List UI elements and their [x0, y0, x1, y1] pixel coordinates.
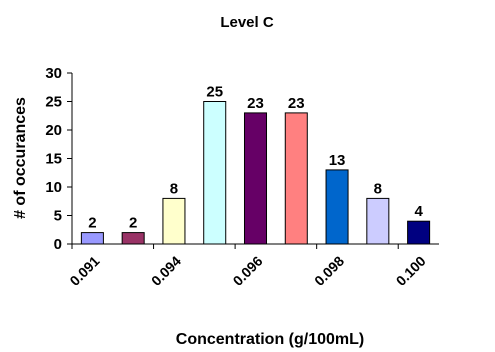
- bar: [366, 197, 390, 245]
- bar: [80, 232, 104, 245]
- chart-title: Level C: [220, 14, 274, 31]
- y-tick-label: 20: [45, 122, 62, 139]
- data-label: 2: [129, 215, 137, 232]
- bar: [162, 197, 186, 245]
- plot-area: 0 5 10 15 20 25 30 2 2 8 25 23 23 13 8 4 0.091 0.094 0.096…: [45, 65, 439, 289]
- data-label: 23: [247, 95, 264, 112]
- y-tick-label: 25: [45, 94, 62, 111]
- bar: [121, 232, 145, 245]
- data-label: 13: [329, 152, 346, 169]
- data-label: 4: [414, 203, 423, 220]
- y-tick-label: 0: [54, 236, 62, 253]
- x-tick-label: 0.096: [230, 253, 266, 289]
- data-label: 2: [88, 215, 96, 232]
- y-tick-label: 10: [45, 179, 62, 196]
- x-tick-label: 0.098: [311, 253, 347, 289]
- x-tick-label: 0.091: [66, 253, 102, 289]
- bar: [203, 101, 227, 245]
- data-label: 8: [170, 180, 178, 197]
- data-label: 8: [374, 180, 382, 197]
- data-label: 25: [206, 84, 223, 101]
- bar: [325, 169, 349, 245]
- bar: [284, 112, 308, 245]
- y-tick-label: 15: [45, 151, 62, 168]
- bar: [243, 112, 268, 245]
- y-tick-label: 5: [54, 208, 62, 225]
- y-tick-label: 30: [45, 65, 62, 82]
- bar: [407, 220, 431, 245]
- x-tick-label: 0.100: [393, 253, 429, 289]
- y-axis-label: # of occurances: [12, 97, 29, 219]
- x-axis-label: Concentration (g/100mL): [176, 331, 364, 348]
- x-tick-label: 0.094: [148, 253, 184, 289]
- data-label: 23: [288, 95, 305, 112]
